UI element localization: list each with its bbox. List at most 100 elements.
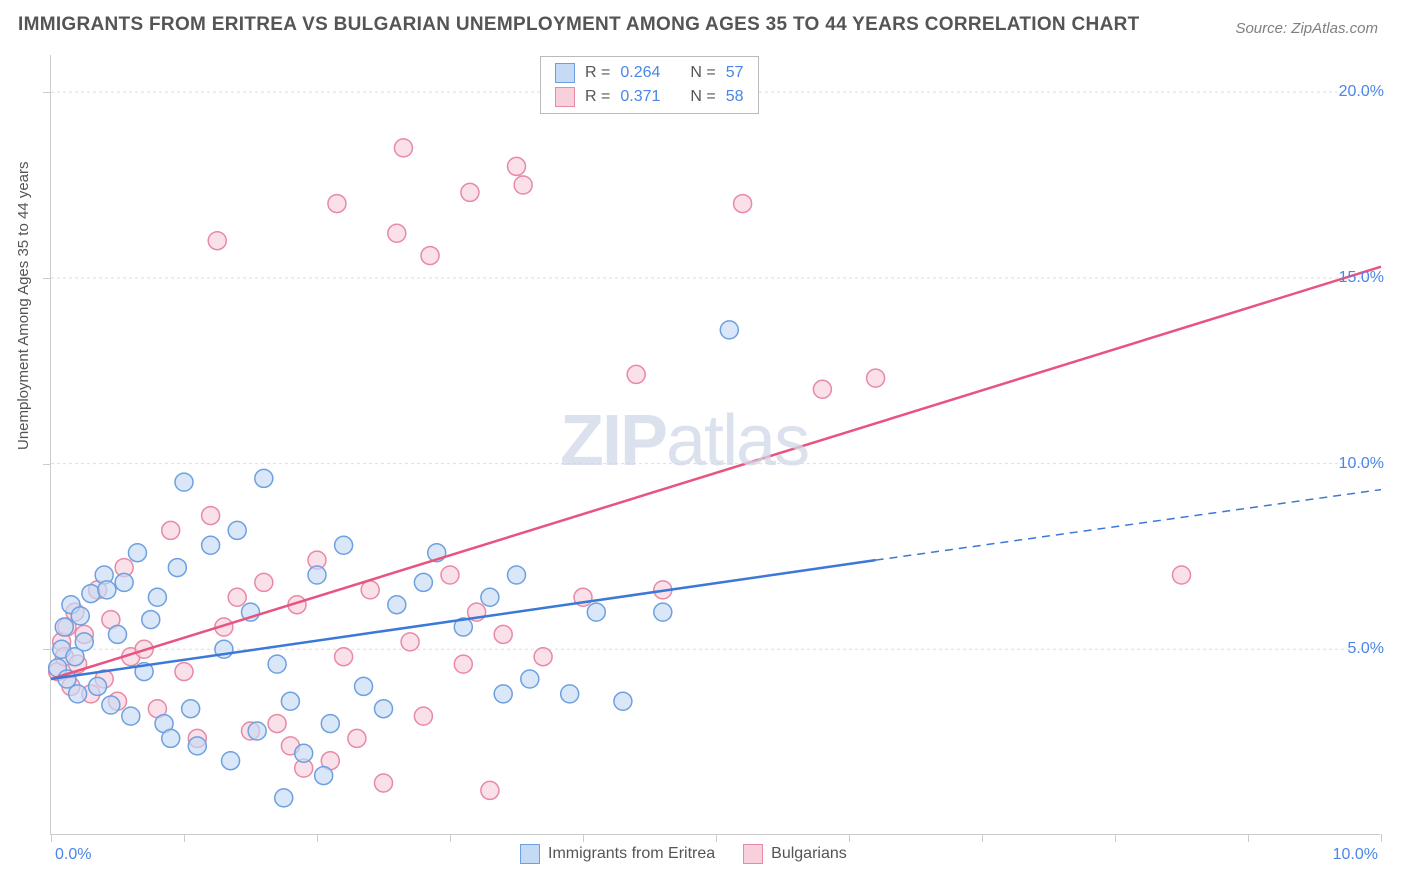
scatter-point-bulgarians (514, 176, 532, 194)
scatter-point-eritrea (202, 536, 220, 554)
scatter-point-eritrea (82, 585, 100, 603)
legend-item-bulgarians: Bulgarians (743, 844, 847, 864)
swatch-pink-icon (555, 87, 575, 107)
scatter-point-eritrea (188, 737, 206, 755)
scatter-point-bulgarians (255, 573, 273, 591)
x-tick (317, 834, 318, 842)
scatter-point-eritrea (109, 625, 127, 643)
scatter-point-bulgarians (268, 715, 286, 733)
scatter-point-eritrea (614, 692, 632, 710)
scatter-point-eritrea (414, 573, 432, 591)
scatter-point-eritrea (248, 722, 266, 740)
x-tick (1381, 834, 1382, 842)
scatter-point-eritrea (268, 655, 286, 673)
scatter-point-eritrea (102, 696, 120, 714)
legend-correlation: R = 0.264 N = 57 R = 0.371 N = 58 (540, 56, 759, 114)
scatter-point-eritrea (162, 729, 180, 747)
x-tick-min: 0.0% (55, 846, 91, 864)
scatter-point-eritrea (388, 596, 406, 614)
swatch-blue-icon (555, 63, 575, 83)
scatter-point-eritrea (182, 700, 200, 718)
scatter-point-eritrea (654, 603, 672, 621)
scatter-point-bulgarians (328, 195, 346, 213)
x-tick (450, 834, 451, 842)
scatter-point-eritrea (69, 685, 87, 703)
scatter-point-eritrea (308, 566, 326, 584)
x-tick (583, 834, 584, 842)
trend-line-bulgarians (51, 267, 1381, 679)
scatter-point-eritrea (175, 473, 193, 491)
scatter-point-bulgarians (534, 648, 552, 666)
scatter-point-bulgarians (401, 633, 419, 651)
y-tick-label: 5.0% (1348, 640, 1384, 658)
scatter-point-eritrea (148, 588, 166, 606)
scatter-point-eritrea (281, 692, 299, 710)
swatch-pink-icon (743, 844, 763, 864)
scatter-point-eritrea (335, 536, 353, 554)
scatter-point-bulgarians (335, 648, 353, 666)
x-tick (1248, 834, 1249, 842)
x-tick-max: 10.0% (1333, 846, 1378, 864)
y-axis-label: Unemployment Among Ages 35 to 44 years (15, 161, 32, 450)
y-tick-label: 10.0% (1339, 455, 1384, 473)
scatter-point-bulgarians (175, 663, 193, 681)
scatter-point-bulgarians (1173, 566, 1191, 584)
x-tick (716, 834, 717, 842)
scatter-point-bulgarians (348, 729, 366, 747)
scatter-point-eritrea (228, 521, 246, 539)
legend-row-bulgarians: R = 0.371 N = 58 (555, 85, 744, 109)
scatter-point-eritrea (75, 633, 93, 651)
scatter-point-eritrea (481, 588, 499, 606)
scatter-point-bulgarians (421, 247, 439, 265)
scatter-point-bulgarians (228, 588, 246, 606)
scatter-point-eritrea (561, 685, 579, 703)
y-tick-label: 15.0% (1339, 269, 1384, 287)
scatter-point-eritrea (142, 611, 160, 629)
scatter-point-bulgarians (627, 365, 645, 383)
scatter-point-eritrea (168, 559, 186, 577)
scatter-point-bulgarians (441, 566, 459, 584)
x-tick (982, 834, 983, 842)
plot-area (50, 55, 1380, 835)
scatter-point-eritrea (71, 607, 89, 625)
scatter-point-bulgarians (481, 781, 499, 799)
scatter-point-bulgarians (208, 232, 226, 250)
scatter-point-eritrea (115, 573, 133, 591)
scatter-point-eritrea (508, 566, 526, 584)
scatter-point-bulgarians (454, 655, 472, 673)
legend-series: Immigrants from Eritrea Bulgarians (510, 844, 857, 864)
source-attribution: Source: ZipAtlas.com (1235, 20, 1378, 37)
scatter-point-bulgarians (361, 581, 379, 599)
scatter-point-bulgarians (508, 157, 526, 175)
chart-svg (51, 55, 1380, 834)
legend-item-eritrea: Immigrants from Eritrea (520, 844, 715, 864)
scatter-point-eritrea (375, 700, 393, 718)
scatter-point-eritrea (55, 618, 73, 636)
scatter-point-bulgarians (867, 369, 885, 387)
scatter-point-bulgarians (162, 521, 180, 539)
trend-line-eritrea-dash (876, 490, 1381, 561)
scatter-point-eritrea (720, 321, 738, 339)
chart-title: IMMIGRANTS FROM ERITREA VS BULGARIAN UNE… (18, 14, 1140, 36)
scatter-point-eritrea (122, 707, 140, 725)
y-tick-label: 20.0% (1339, 83, 1384, 101)
scatter-point-bulgarians (414, 707, 432, 725)
swatch-blue-icon (520, 844, 540, 864)
scatter-point-bulgarians (734, 195, 752, 213)
scatter-point-bulgarians (202, 507, 220, 525)
scatter-point-eritrea (587, 603, 605, 621)
scatter-point-eritrea (89, 677, 107, 695)
scatter-point-bulgarians (388, 224, 406, 242)
scatter-point-eritrea (98, 581, 116, 599)
scatter-point-bulgarians (494, 625, 512, 643)
x-tick (51, 834, 52, 842)
scatter-point-eritrea (295, 744, 313, 762)
x-tick (184, 834, 185, 842)
scatter-point-eritrea (494, 685, 512, 703)
scatter-point-eritrea (315, 767, 333, 785)
scatter-point-eritrea (255, 469, 273, 487)
scatter-point-bulgarians (394, 139, 412, 157)
scatter-point-bulgarians (461, 183, 479, 201)
scatter-point-eritrea (222, 752, 240, 770)
scatter-point-eritrea (321, 715, 339, 733)
